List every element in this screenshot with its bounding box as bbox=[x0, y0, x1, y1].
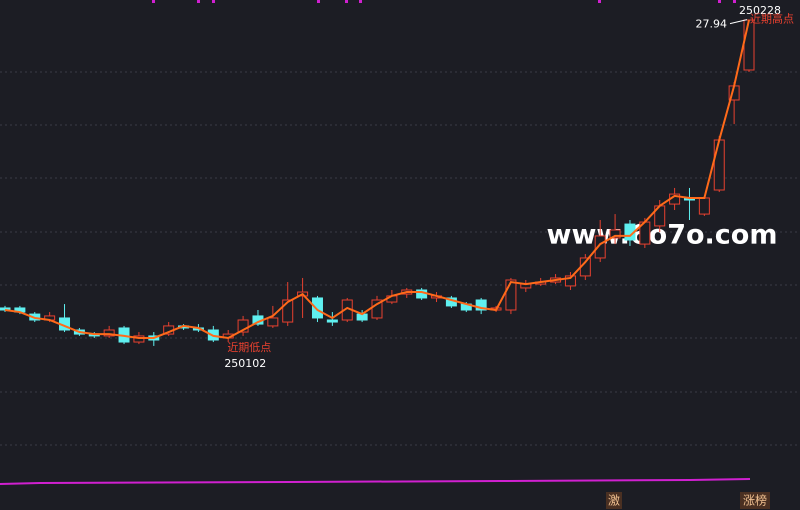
candle-body bbox=[371, 299, 383, 319]
dot bbox=[718, 0, 721, 3]
candle-body bbox=[103, 329, 115, 337]
arrow bbox=[729, 19, 748, 25]
candle-body bbox=[713, 139, 725, 191]
date-label: 250102 bbox=[224, 357, 266, 370]
dot bbox=[598, 0, 601, 3]
tag: 激 bbox=[608, 494, 620, 508]
dot bbox=[345, 0, 348, 3]
candle-body bbox=[698, 197, 710, 215]
candle-body bbox=[475, 299, 487, 311]
candle-body bbox=[564, 275, 576, 287]
grid bbox=[0, 71, 800, 446]
dot bbox=[317, 0, 320, 3]
high-annotation: 近期高点 bbox=[750, 12, 794, 26]
indicator-line bbox=[0, 478, 751, 485]
candle-body bbox=[743, 19, 755, 71]
candle-body bbox=[133, 335, 145, 343]
candle-body bbox=[237, 319, 249, 333]
dot bbox=[212, 0, 215, 3]
low-annotation: 近期低点 bbox=[227, 341, 271, 354]
tag-box bbox=[740, 492, 770, 509]
dot bbox=[733, 0, 736, 3]
high-value: 27.94 bbox=[696, 18, 728, 31]
tag-box bbox=[606, 492, 622, 509]
ma-line bbox=[4, 19, 750, 339]
candle-body bbox=[609, 229, 621, 239]
top-dots bbox=[152, 0, 736, 3]
candle-body bbox=[594, 235, 606, 259]
tag: 涨榜 bbox=[743, 493, 767, 508]
dot bbox=[197, 0, 200, 3]
candle-body bbox=[282, 299, 294, 323]
candle-body bbox=[505, 279, 517, 311]
candle-body bbox=[311, 297, 323, 319]
dot bbox=[359, 0, 362, 3]
dot bbox=[152, 0, 155, 3]
candle-body bbox=[326, 319, 338, 323]
candle-body bbox=[267, 317, 279, 327]
date-label: 250228 bbox=[739, 4, 781, 17]
